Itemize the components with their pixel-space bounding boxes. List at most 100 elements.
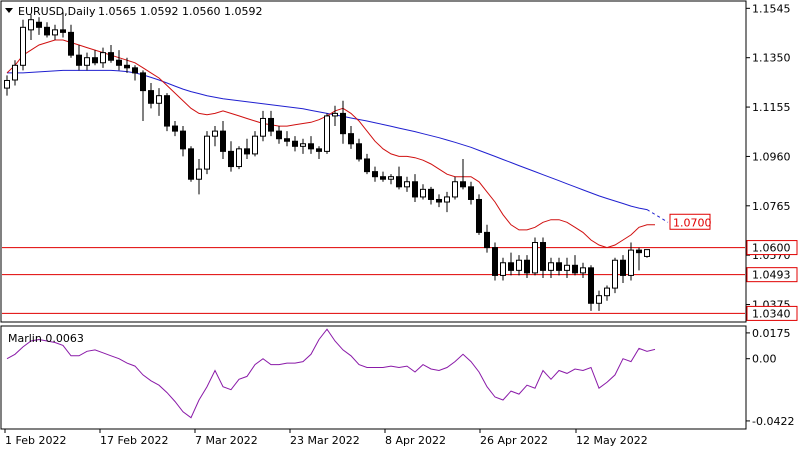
candle-body	[68, 31, 74, 56]
candle	[108, 45, 114, 63]
candle	[508, 252, 514, 276]
candle-body	[324, 115, 330, 152]
candle	[180, 126, 186, 157]
candle	[20, 19, 26, 71]
candle	[388, 174, 394, 185]
candle	[492, 242, 498, 281]
candle-body	[484, 231, 490, 249]
candle-body	[84, 57, 90, 66]
candle-body	[284, 138, 290, 142]
candle-body	[172, 125, 178, 132]
candle-body	[388, 176, 394, 180]
candle-body	[444, 196, 450, 203]
candle	[324, 113, 330, 154]
candles-layer	[4, 12, 650, 311]
candle	[308, 136, 314, 154]
candle-body	[636, 249, 642, 254]
date-tick-label: 23 Mar 2022	[290, 434, 360, 447]
candle	[572, 255, 578, 276]
price-tick-label: 1.1155	[752, 101, 791, 114]
level-price-box	[746, 267, 798, 283]
date-axis: 1 Feb 2022 17 Feb 2022 7 Mar 2022 23 Mar 20…	[4, 429, 648, 447]
level-price-label: 1.0493	[752, 269, 791, 282]
candle	[116, 50, 122, 71]
candle	[292, 136, 298, 152]
candle-body	[108, 52, 114, 61]
candle	[436, 194, 442, 208]
candle-body	[268, 117, 274, 132]
level-price-label: 1.0600	[752, 242, 791, 255]
candle-body	[52, 29, 58, 36]
price-tick-label: 1.1350	[752, 52, 791, 65]
candle-body	[548, 262, 554, 271]
candle-body	[116, 59, 122, 66]
candle	[132, 65, 138, 81]
candle	[604, 285, 610, 301]
candle-body	[564, 264, 570, 271]
symbol-dropdown-icon[interactable]	[5, 8, 13, 13]
candle-body	[540, 242, 546, 271]
candle	[340, 100, 346, 144]
candle-body	[644, 249, 650, 257]
candle-body	[252, 135, 258, 155]
candle	[540, 237, 546, 278]
candle	[468, 181, 474, 205]
oscillator-tick-label: 0.00	[752, 353, 777, 366]
candle-body	[476, 198, 482, 233]
candle	[204, 131, 210, 175]
level-price-box	[746, 240, 798, 256]
candle	[332, 105, 338, 127]
candle-body	[436, 198, 442, 203]
candle	[68, 24, 74, 58]
candle-body	[124, 64, 130, 69]
candle	[140, 70, 146, 121]
candle-body	[404, 181, 410, 188]
candle	[196, 158, 202, 195]
candle-body	[28, 19, 34, 31]
candle-body	[164, 95, 170, 127]
fast-ma-line	[6, 39, 655, 249]
candle-body	[276, 130, 282, 140]
candle	[620, 255, 626, 284]
date-tick-label: 26 Apr 2022	[480, 434, 548, 447]
candle-body	[20, 26, 26, 66]
candle-body	[308, 143, 314, 150]
candle-body	[500, 262, 506, 276]
candle	[300, 138, 306, 154]
candle	[524, 255, 530, 278]
candle-body	[492, 247, 498, 276]
candle	[156, 88, 162, 116]
oscillator-tick-label: -0.0422	[752, 415, 794, 428]
candle-body	[100, 52, 106, 64]
candle-body	[180, 130, 186, 150]
candle	[428, 186, 434, 205]
candle-body	[348, 133, 354, 145]
candle-body	[332, 112, 338, 117]
candle-body	[356, 143, 362, 160]
candle-body	[364, 158, 370, 173]
candle-body	[228, 150, 234, 168]
candle	[252, 131, 258, 157]
level-price-label: 1.0340	[752, 307, 791, 320]
date-tick-label: 7 Mar 2022	[195, 434, 258, 447]
candle	[588, 265, 594, 311]
candle	[484, 224, 490, 253]
candle-body	[428, 188, 434, 200]
date-tick-label: 8 Apr 2022	[385, 434, 446, 447]
candle-body	[316, 148, 322, 152]
candle	[628, 242, 634, 281]
ohlc-values: 1.0565 1.0592 1.0560 1.0592	[98, 5, 262, 18]
candle-body	[508, 262, 514, 271]
oscillator-panel-frame	[0, 325, 747, 430]
candle-body	[220, 130, 226, 152]
candle-body	[524, 259, 530, 274]
price-tick-label: 1.1545	[752, 2, 791, 15]
candle	[220, 120, 226, 159]
candle-body	[532, 242, 538, 274]
candle	[612, 257, 618, 294]
candle	[452, 176, 458, 200]
candle-body	[620, 259, 626, 276]
candle-body	[412, 181, 418, 198]
candle	[356, 138, 362, 162]
target-label: 1.0700	[673, 216, 712, 229]
